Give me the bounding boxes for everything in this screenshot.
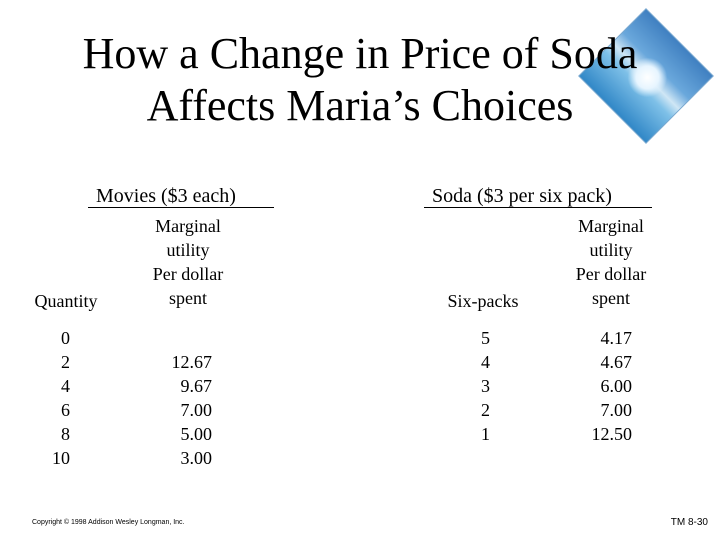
soda-quantity-cell: 3	[481, 376, 490, 396]
movies-mu-label-line: spent	[169, 288, 207, 308]
movies-mu-column: 12.67 9.67 7.00 5.00 3.00	[160, 350, 213, 470]
soda-header-underline	[424, 207, 652, 208]
soda-quantity-cell: 4	[481, 352, 490, 372]
movies-quantity-cell: 6	[61, 400, 70, 420]
movies-quantity-cell: 10	[52, 448, 70, 468]
movies-mu-cell: 3.00	[180, 448, 213, 468]
soda-mu-label-line: spent	[592, 288, 630, 308]
movies-mu-label-line: utility	[166, 240, 210, 260]
movies-mu-cell: 5.00	[180, 424, 213, 444]
movies-mu-label-line: Per dollar	[152, 264, 224, 284]
soda-mu-cell: 4.17	[600, 328, 633, 348]
movies-marginal-utility-label: Marginal utility Per dollar spent	[136, 214, 240, 310]
soda-mu-cell: 6.00	[600, 376, 633, 396]
soda-mu-label-line: Marginal	[578, 216, 644, 236]
movies-mu-cell: 9.67	[180, 376, 213, 396]
soda-mu-cell: 4.67	[600, 352, 633, 372]
movies-header-underline	[88, 207, 274, 208]
soda-quantity-column: 5 4 3 2 1	[470, 326, 490, 446]
soda-header: Soda ($3 per six pack)	[432, 185, 612, 207]
soda-mu-label-line: utility	[589, 240, 633, 260]
slide-title: How a Change in Price of Soda Affects Ma…	[40, 28, 680, 132]
copyright-notice: Copyright © 1998 Addison Wesley Longman,…	[32, 519, 185, 526]
movies-mu-cell: 12.67	[171, 352, 213, 372]
movies-quantity-cell: 2	[61, 352, 70, 372]
soda-mu-cell: 12.50	[591, 424, 633, 444]
soda-quantity-cell: 5	[481, 328, 490, 348]
slide-id: TM 8-30	[670, 517, 708, 528]
soda-marginal-utility-label: Marginal utility Per dollar spent	[558, 214, 664, 310]
movies-mu-cell: 7.00	[180, 400, 213, 420]
movies-quantity-column: 0 2 4 6 8 10	[40, 326, 70, 470]
movies-quantity-cell: 4	[61, 376, 70, 396]
movies-quantity-label: Quantity	[34, 291, 98, 311]
soda-mu-column: 4.17 4.67 6.00 7.00 12.50	[576, 326, 633, 446]
soda-mu-cell: 7.00	[600, 400, 633, 420]
movies-header: Movies ($3 each)	[96, 185, 236, 207]
soda-mu-label-line: Per dollar	[575, 264, 647, 284]
slide-title-line-2: Affects Maria’s Choices	[146, 81, 574, 130]
slide-title-line-1: How a Change in Price of Soda	[82, 29, 638, 78]
movies-quantity-cell: 0	[61, 328, 70, 348]
soda-quantity-label: Six-packs	[447, 291, 519, 311]
soda-quantity-cell: 1	[481, 424, 490, 444]
movies-mu-label-line: Marginal	[155, 216, 221, 236]
movies-quantity-cell: 8	[61, 424, 70, 444]
soda-quantity-cell: 2	[481, 400, 490, 420]
